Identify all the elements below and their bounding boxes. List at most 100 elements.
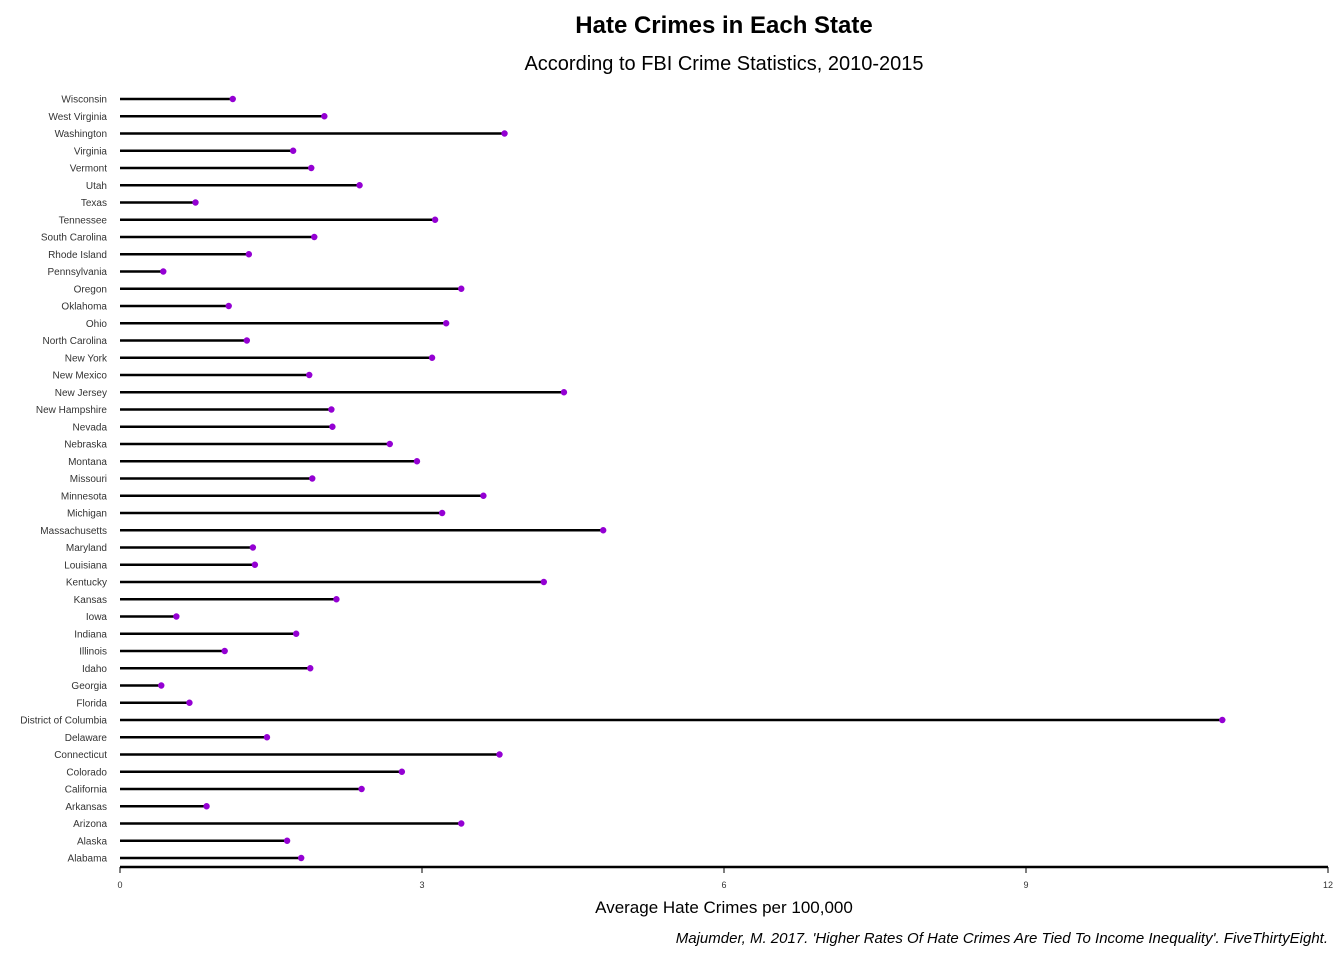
point-maryland <box>249 544 257 551</box>
point-new-mexico <box>306 371 313 379</box>
point-west-virginia <box>321 113 328 120</box>
y-tick-label-nevada: Nevada <box>73 422 108 433</box>
point-arkansas <box>203 803 210 810</box>
point-nevada <box>329 423 336 430</box>
point-michigan <box>438 509 446 517</box>
y-tick-label-minnesota: Minnesota <box>61 491 108 502</box>
y-tick-label-new-hampshire: New Hampshire <box>36 405 108 416</box>
point-oregon <box>458 285 465 292</box>
y-tick-label-kentucky: Kentucky <box>66 578 107 589</box>
y-tick-label-vermont: Vermont <box>70 164 107 175</box>
point-utah <box>356 182 363 189</box>
point-california <box>358 785 365 793</box>
x-axis-label: Average Hate Crimes per 100,000 <box>595 898 853 917</box>
point-delaware <box>263 734 271 741</box>
point-minnesota <box>480 492 487 499</box>
x-axis-ticks: 0 3 6 9 12 <box>117 867 1333 890</box>
chart-caption: Majumder, M. 2017. 'Higher Rates Of Hate… <box>676 930 1328 947</box>
y-tick-label-wisconsin: Wisconsin <box>61 95 107 106</box>
x-tick-label-0: 0 <box>117 880 122 890</box>
x-tick-label-3: 3 <box>419 880 424 890</box>
y-tick-label-oregon: Oregon <box>74 284 107 295</box>
y-tick-label-iowa: Iowa <box>86 612 108 623</box>
point-new-jersey <box>560 389 568 396</box>
y-tick-label-missouri: Missouri <box>70 474 107 485</box>
y-tick-label-idaho: Idaho <box>82 664 107 675</box>
point-new-hampshire <box>328 406 335 413</box>
y-tick-label-washington: Washington <box>55 129 107 140</box>
y-tick-label-new-jersey: New Jersey <box>55 388 107 399</box>
y-tick-label-colorado: Colorado <box>66 767 107 778</box>
y-tick-label-kansas: Kansas <box>74 595 107 606</box>
point-indiana <box>292 630 300 637</box>
y-tick-label-arkansas: Arkansas <box>65 802 107 813</box>
point-nebraska <box>386 440 393 448</box>
point-connecticut <box>496 751 503 758</box>
y-tick-label-connecticut: Connecticut <box>54 750 107 761</box>
point-texas <box>192 199 199 206</box>
point-kansas <box>333 596 340 603</box>
point-washington <box>501 130 508 137</box>
y-tick-label-virginia: Virginia <box>74 146 108 157</box>
y-tick-label-new-mexico: New Mexico <box>53 371 108 382</box>
y-tick-label-rhode-island: Rhode Island <box>48 250 107 261</box>
y-tick-label-texas: Texas <box>81 198 107 209</box>
y-tick-label-alabama: Alabama <box>68 854 108 865</box>
y-axis-labels: Alabama Alaska Arizona Arkansas California Co… <box>20 95 108 865</box>
point-missouri <box>309 475 316 482</box>
x-tick-label-12: 12 <box>1323 880 1333 890</box>
y-tick-label-north-carolina: North Carolina <box>43 336 108 347</box>
point-kentucky <box>540 578 548 586</box>
point-montana <box>413 458 421 465</box>
y-tick-label-oklahoma: Oklahoma <box>61 302 107 313</box>
point-rhode-island <box>245 251 253 258</box>
y-tick-label-delaware: Delaware <box>65 733 108 744</box>
y-tick-label-california: California <box>65 785 108 796</box>
y-tick-label-florida: Florida <box>76 698 107 709</box>
y-tick-label-maryland: Maryland <box>66 543 107 554</box>
y-tick-label-arizona: Arizona <box>73 819 107 830</box>
y-tick-label-louisiana: Louisiana <box>64 560 107 571</box>
y-tick-label-massachusetts: Massachusetts <box>40 526 107 537</box>
point-oklahoma <box>225 302 232 310</box>
y-tick-label-alaska: Alaska <box>77 836 107 847</box>
y-tick-label-illinois: Illinois <box>79 647 107 658</box>
x-tick-label-6: 6 <box>721 880 726 890</box>
point-virginia <box>289 147 297 154</box>
point-district-of-columbia <box>1219 716 1226 724</box>
y-tick-label-south-carolina: South Carolina <box>41 233 108 244</box>
point-pennsylvania <box>160 268 167 275</box>
point-new-york <box>428 354 436 361</box>
stems <box>120 97 1223 860</box>
chart-subtitle: According to FBI Crime Statistics, 2010-… <box>524 53 923 75</box>
y-tick-label-michigan: Michigan <box>67 509 107 520</box>
y-tick-label-tennessee: Tennessee <box>59 215 108 226</box>
point-illinois <box>221 647 228 655</box>
y-tick-label-ohio: Ohio <box>86 319 108 330</box>
y-tick-label-nebraska: Nebraska <box>64 440 107 451</box>
point-wisconsin <box>229 95 236 103</box>
point-tennessee <box>431 216 439 223</box>
y-tick-label-utah: Utah <box>86 181 107 192</box>
y-tick-label-pennsylvania: Pennsylvania <box>48 267 108 278</box>
chart-title: Hate Crimes in Each State <box>575 12 872 39</box>
y-tick-label-georgia: Georgia <box>71 681 107 692</box>
y-tick-label-district-of-columbia: District of Columbia <box>20 716 107 727</box>
y-tick-label-west-virginia: West Virginia <box>48 112 107 123</box>
point-vermont <box>308 164 315 172</box>
point-south-carolina <box>311 233 318 241</box>
x-tick-label-9: 9 <box>1023 880 1028 890</box>
point-iowa <box>173 613 180 620</box>
point-north-carolina <box>243 337 251 344</box>
point-massachusetts <box>600 527 607 534</box>
point-idaho <box>307 665 314 672</box>
points <box>158 95 1226 862</box>
point-alabama <box>298 854 305 862</box>
point-colorado <box>398 768 406 775</box>
point-florida <box>186 699 193 706</box>
point-georgia <box>158 682 165 689</box>
point-alaska <box>283 837 291 844</box>
y-tick-label-indiana: Indiana <box>74 629 107 640</box>
y-tick-label-montana: Montana <box>68 457 107 468</box>
